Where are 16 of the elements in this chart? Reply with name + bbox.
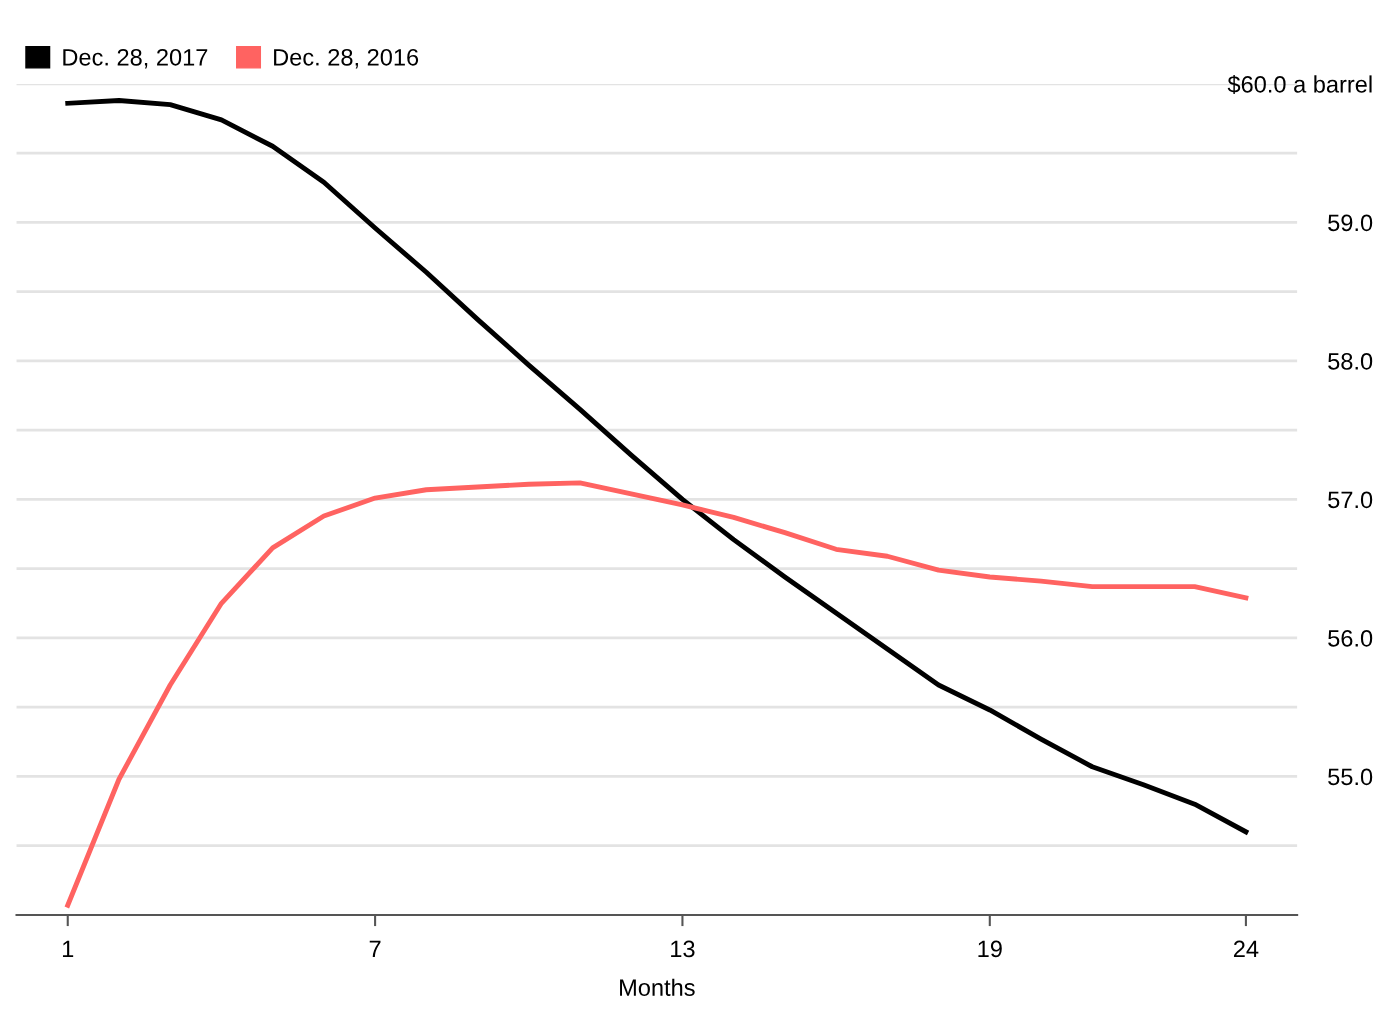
y-tick-label: 57.0 <box>1328 491 1373 509</box>
line-series <box>65 98 1249 835</box>
x-tick-label: 7 <box>369 940 381 958</box>
x-tick-label: 1 <box>62 940 74 958</box>
line-series <box>65 480 1249 908</box>
y-tick-label: 56.0 <box>1328 630 1373 647</box>
x-axis-title: Months <box>620 978 695 996</box>
y-tick-label: 55.0 <box>1328 768 1373 786</box>
y-tick-label: 59.0 <box>1328 214 1373 232</box>
legend-label: Dec. 28, 2016 <box>274 48 419 69</box>
x-tick-label: 19 <box>978 940 1002 958</box>
x-tick-label: 24 <box>1233 940 1259 958</box>
x-tick-label: 13 <box>671 940 695 958</box>
y-tick-label: 58.0 <box>1328 353 1373 370</box>
legend-label: Dec. 28, 2017 <box>63 48 208 69</box>
y-tick-label: $60.0 a barrel <box>1227 74 1372 95</box>
